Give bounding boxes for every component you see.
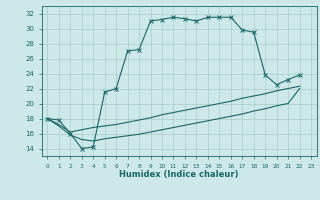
- X-axis label: Humidex (Indice chaleur): Humidex (Indice chaleur): [119, 170, 239, 179]
